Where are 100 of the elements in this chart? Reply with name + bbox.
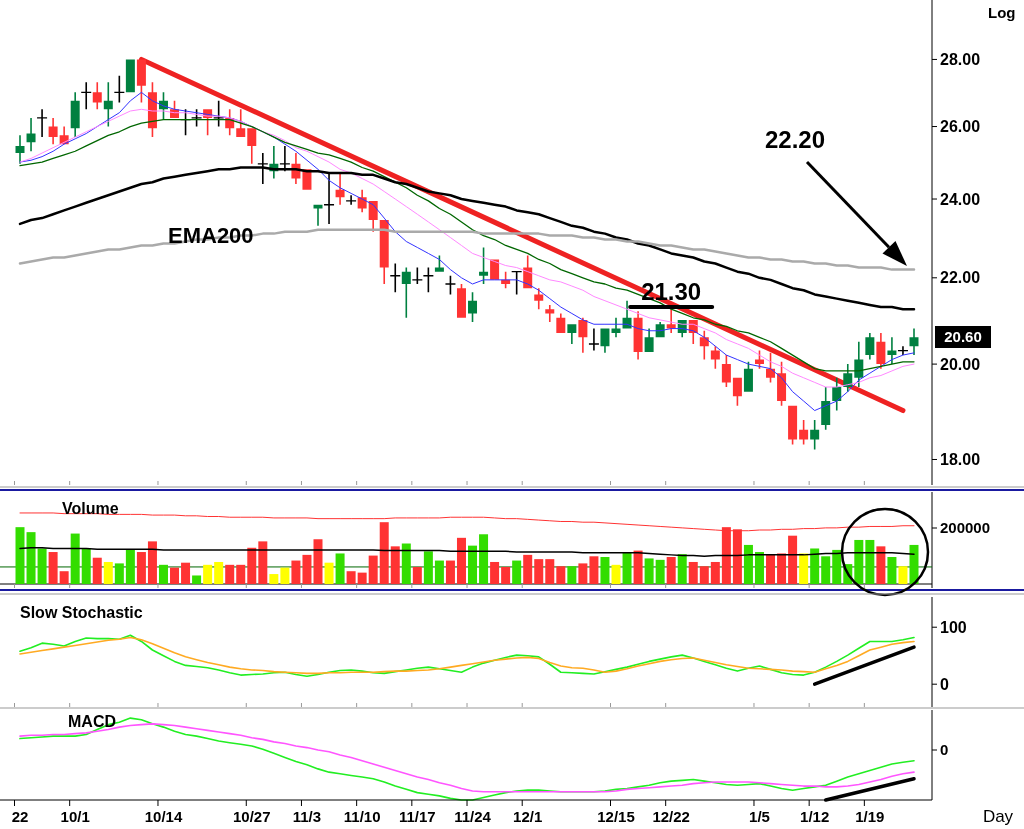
bar <box>15 527 25 584</box>
bar <box>181 562 191 584</box>
bar <box>412 566 422 584</box>
bar <box>512 560 522 584</box>
candlestick <box>887 337 897 365</box>
bar <box>754 552 764 584</box>
bar <box>909 544 919 584</box>
annotation: EMA200 <box>168 223 254 248</box>
candlestick <box>324 172 335 224</box>
y-tick-label: 24.00 <box>940 190 981 208</box>
bar <box>534 559 544 584</box>
bar <box>633 550 643 584</box>
bar <box>258 541 268 584</box>
y-tick-label: 100 <box>940 618 967 636</box>
x-tick-label: 1/5 <box>749 808 770 825</box>
bar <box>832 549 842 584</box>
candlestick <box>567 324 577 344</box>
bar <box>158 564 168 584</box>
bar <box>821 556 831 584</box>
bar <box>203 564 213 584</box>
bar <box>622 552 632 584</box>
bar <box>788 535 798 584</box>
bar <box>214 561 224 584</box>
x-tick-label: 12/22 <box>652 808 690 825</box>
bar <box>247 547 257 584</box>
x-tick-label: 10/27 <box>233 808 271 825</box>
candlestick <box>247 128 257 164</box>
candlestick <box>588 328 599 351</box>
y-tick-label: 0 <box>940 675 949 693</box>
bar <box>887 557 897 584</box>
bar <box>600 557 610 584</box>
bar <box>777 553 787 584</box>
bar <box>48 552 58 584</box>
bar <box>655 559 665 584</box>
bar <box>346 571 356 584</box>
bar <box>810 548 820 584</box>
x-tick-label: 12/15 <box>597 808 635 825</box>
bar <box>479 534 489 584</box>
bar <box>666 557 676 584</box>
chart-title: Slow Stochastic <box>20 604 143 621</box>
bar <box>854 539 864 584</box>
bar <box>335 553 345 584</box>
bar <box>677 554 687 584</box>
candlestick <box>545 304 555 323</box>
x-tick-label: 1/19 <box>855 808 885 825</box>
y-tick-label: 28.00 <box>940 51 981 69</box>
y-tick-label: 18.00 <box>940 451 981 469</box>
bar <box>578 563 588 584</box>
candlestick <box>26 117 36 152</box>
bar <box>401 543 411 584</box>
annotation: 22.20 <box>764 126 826 153</box>
bar <box>688 561 698 584</box>
bar <box>302 554 312 584</box>
bar <box>799 553 809 584</box>
bar <box>710 561 720 584</box>
bar <box>456 537 466 584</box>
annotation: 21.30 <box>641 278 702 306</box>
bar <box>501 566 511 584</box>
bar <box>368 555 378 584</box>
bar <box>876 546 886 584</box>
bar <box>434 560 444 584</box>
bar <box>445 560 455 584</box>
x-tick-label: 11/10 <box>343 808 381 825</box>
bar <box>743 544 753 584</box>
candlestick <box>346 195 357 205</box>
bar <box>114 563 124 584</box>
bar <box>699 566 709 584</box>
bar <box>81 548 91 584</box>
bar <box>644 558 654 584</box>
bar <box>291 560 301 584</box>
candlestick <box>92 82 102 110</box>
bar <box>170 567 180 584</box>
candlestick <box>236 109 246 138</box>
candlestick <box>401 267 411 318</box>
line-series <box>18 228 916 271</box>
chart-title: MACD <box>68 713 116 730</box>
bar <box>59 571 69 584</box>
bar <box>313 539 323 584</box>
bar <box>556 566 566 584</box>
bar <box>523 554 533 584</box>
bar <box>103 561 113 584</box>
candlestick <box>611 317 621 338</box>
bar <box>589 556 599 584</box>
y-tick-label: 22.00 <box>940 269 981 287</box>
x-tick-label: 11/17 <box>398 808 436 825</box>
x-tick-label: 11/3 <box>292 808 322 825</box>
bar <box>490 561 500 584</box>
candlestick <box>335 172 345 205</box>
candlestick <box>15 135 25 164</box>
bar <box>390 546 400 584</box>
bar <box>225 564 235 584</box>
x-tick-label: 10/1 <box>60 808 90 825</box>
candlestick <box>37 109 48 138</box>
bar <box>865 539 875 584</box>
bar <box>147 541 157 584</box>
x-tick-label: 22 <box>11 808 29 825</box>
bar <box>766 554 776 584</box>
candlestick <box>390 263 401 293</box>
candlestick <box>81 82 92 110</box>
x-tick-label: 1/12 <box>800 808 830 825</box>
